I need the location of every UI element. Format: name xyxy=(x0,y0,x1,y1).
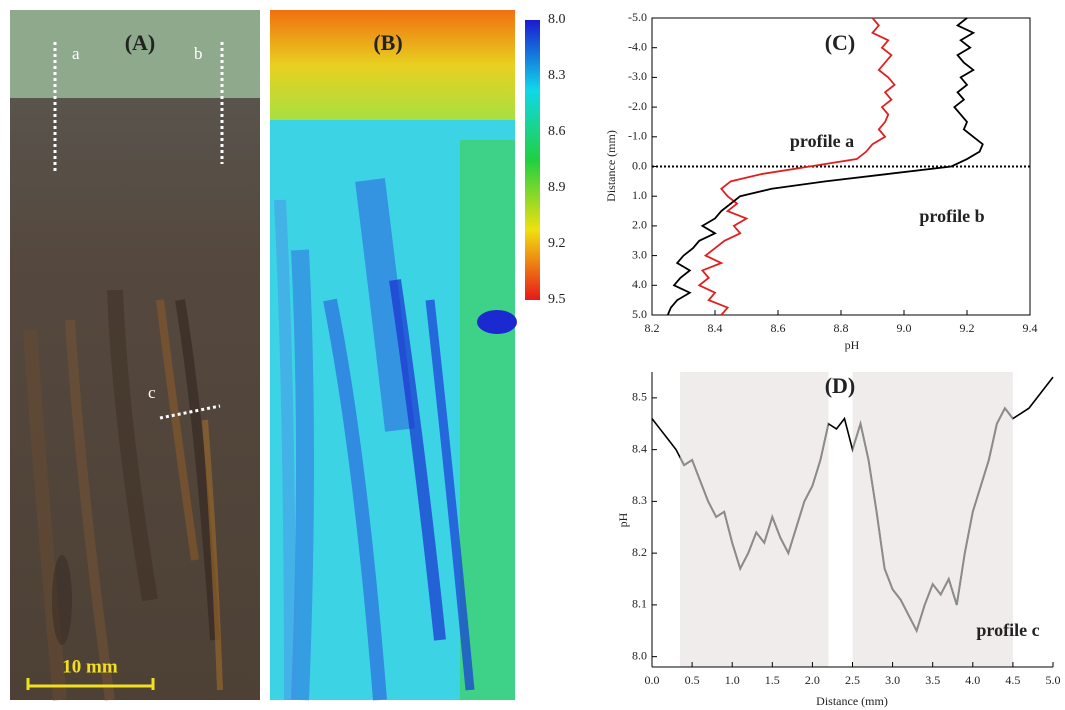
y-axis-label: pH xyxy=(616,512,630,527)
colorbar-tick-label: 8.0 xyxy=(548,12,566,27)
colorbar-tick-label: 9.2 xyxy=(548,236,566,251)
panel-label: (B) xyxy=(373,30,402,55)
chart-title: (C) xyxy=(825,30,856,55)
x-tick-label: 2.5 xyxy=(845,673,860,687)
scale-bar-label: 10 mm xyxy=(62,656,118,677)
y-tick-label: 4.0 xyxy=(632,277,647,291)
x-tick-label: 8.6 xyxy=(771,321,786,335)
y-tick-label: 8.5 xyxy=(632,390,647,404)
y-axis-label: Distance (mm) xyxy=(604,130,618,202)
y-tick-label: -5.0 xyxy=(628,10,647,24)
colorbar-tick-label: 9.5 xyxy=(548,292,566,307)
x-tick-label: 8.8 xyxy=(834,321,849,335)
profile-line xyxy=(666,17,984,316)
annotation: profile a xyxy=(790,131,854,151)
profile-line xyxy=(697,17,896,316)
x-tick-label: 1.0 xyxy=(725,673,740,687)
x-tick-label: 4.5 xyxy=(1005,673,1020,687)
x-tick-label: 9.4 xyxy=(1023,321,1038,335)
panel-b-image xyxy=(270,10,517,701)
y-tick-label: 0.0 xyxy=(632,158,647,172)
panel-a-image xyxy=(10,10,260,701)
x-axis-label: Distance (mm) xyxy=(816,694,888,708)
y-tick-label: 8.4 xyxy=(632,441,647,455)
shaded-range xyxy=(852,372,1013,667)
colorbar-tick-label: 8.3 xyxy=(548,68,566,83)
x-tick-label: 8.4 xyxy=(708,321,723,335)
annotation: profile c xyxy=(976,620,1039,640)
marker-label: c xyxy=(148,383,156,402)
colorbar-tick-label: 8.9 xyxy=(548,180,566,195)
x-tick-label: 8.2 xyxy=(645,321,660,335)
x-axis-label: pH xyxy=(845,338,860,352)
x-tick-label: 5.0 xyxy=(1046,673,1061,687)
marker-label: b xyxy=(194,44,203,63)
x-tick-label: 9.2 xyxy=(960,321,975,335)
y-tick-label: 2.0 xyxy=(632,218,647,232)
y-tick-label: 3.0 xyxy=(632,247,647,261)
annotation: profile b xyxy=(919,206,984,226)
data-line-shaded xyxy=(680,376,1013,634)
y-tick-label: 8.2 xyxy=(632,545,647,559)
y-tick-label: -1.0 xyxy=(628,129,647,143)
marker-label: a xyxy=(72,44,80,63)
x-tick-label: 3.0 xyxy=(885,673,900,687)
shaded-range xyxy=(680,372,829,667)
colorbar xyxy=(525,20,540,300)
x-tick-label: 1.5 xyxy=(765,673,780,687)
panel-label: (A) xyxy=(125,30,156,55)
x-tick-label: 0.5 xyxy=(685,673,700,687)
y-tick-label: 1.0 xyxy=(632,188,647,202)
y-tick-label: -3.0 xyxy=(628,69,647,83)
x-tick-label: 2.0 xyxy=(805,673,820,687)
y-tick-label: 5.0 xyxy=(632,307,647,321)
x-tick-label: 9.0 xyxy=(897,321,912,335)
y-tick-label: 8.1 xyxy=(632,597,647,611)
chart-title: (D) xyxy=(825,373,856,398)
y-tick-label: 8.0 xyxy=(632,648,647,662)
y-tick-label: 8.3 xyxy=(632,493,647,507)
x-tick-label: 3.5 xyxy=(925,673,940,687)
x-tick-label: 4.0 xyxy=(965,673,980,687)
y-tick-label: -2.0 xyxy=(628,99,647,113)
colorbar-tick-label: 8.6 xyxy=(548,124,566,139)
y-tick-label: -4.0 xyxy=(628,39,647,53)
x-tick-label: 0.0 xyxy=(645,673,660,687)
